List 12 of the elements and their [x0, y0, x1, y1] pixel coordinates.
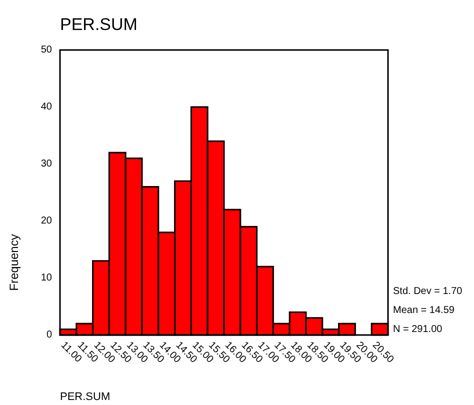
y-tick-label: 20	[40, 216, 52, 227]
chart-title: PER.SUM	[60, 15, 138, 34]
y-tick-label: 50	[40, 44, 52, 56]
y-axis-title: Frequency	[7, 234, 21, 291]
text: N = 291.00	[393, 324, 443, 335]
text: Mean = 14.59	[393, 305, 455, 316]
x-axis-title: PER.SUM	[60, 391, 110, 403]
y-tick-label: 0	[46, 330, 52, 341]
y-tick-label: 10	[40, 272, 52, 284]
text: Std. Dev = 1.70	[393, 286, 463, 297]
y-tick-label: 40	[40, 102, 52, 113]
y-tick-label: 30	[40, 158, 52, 170]
